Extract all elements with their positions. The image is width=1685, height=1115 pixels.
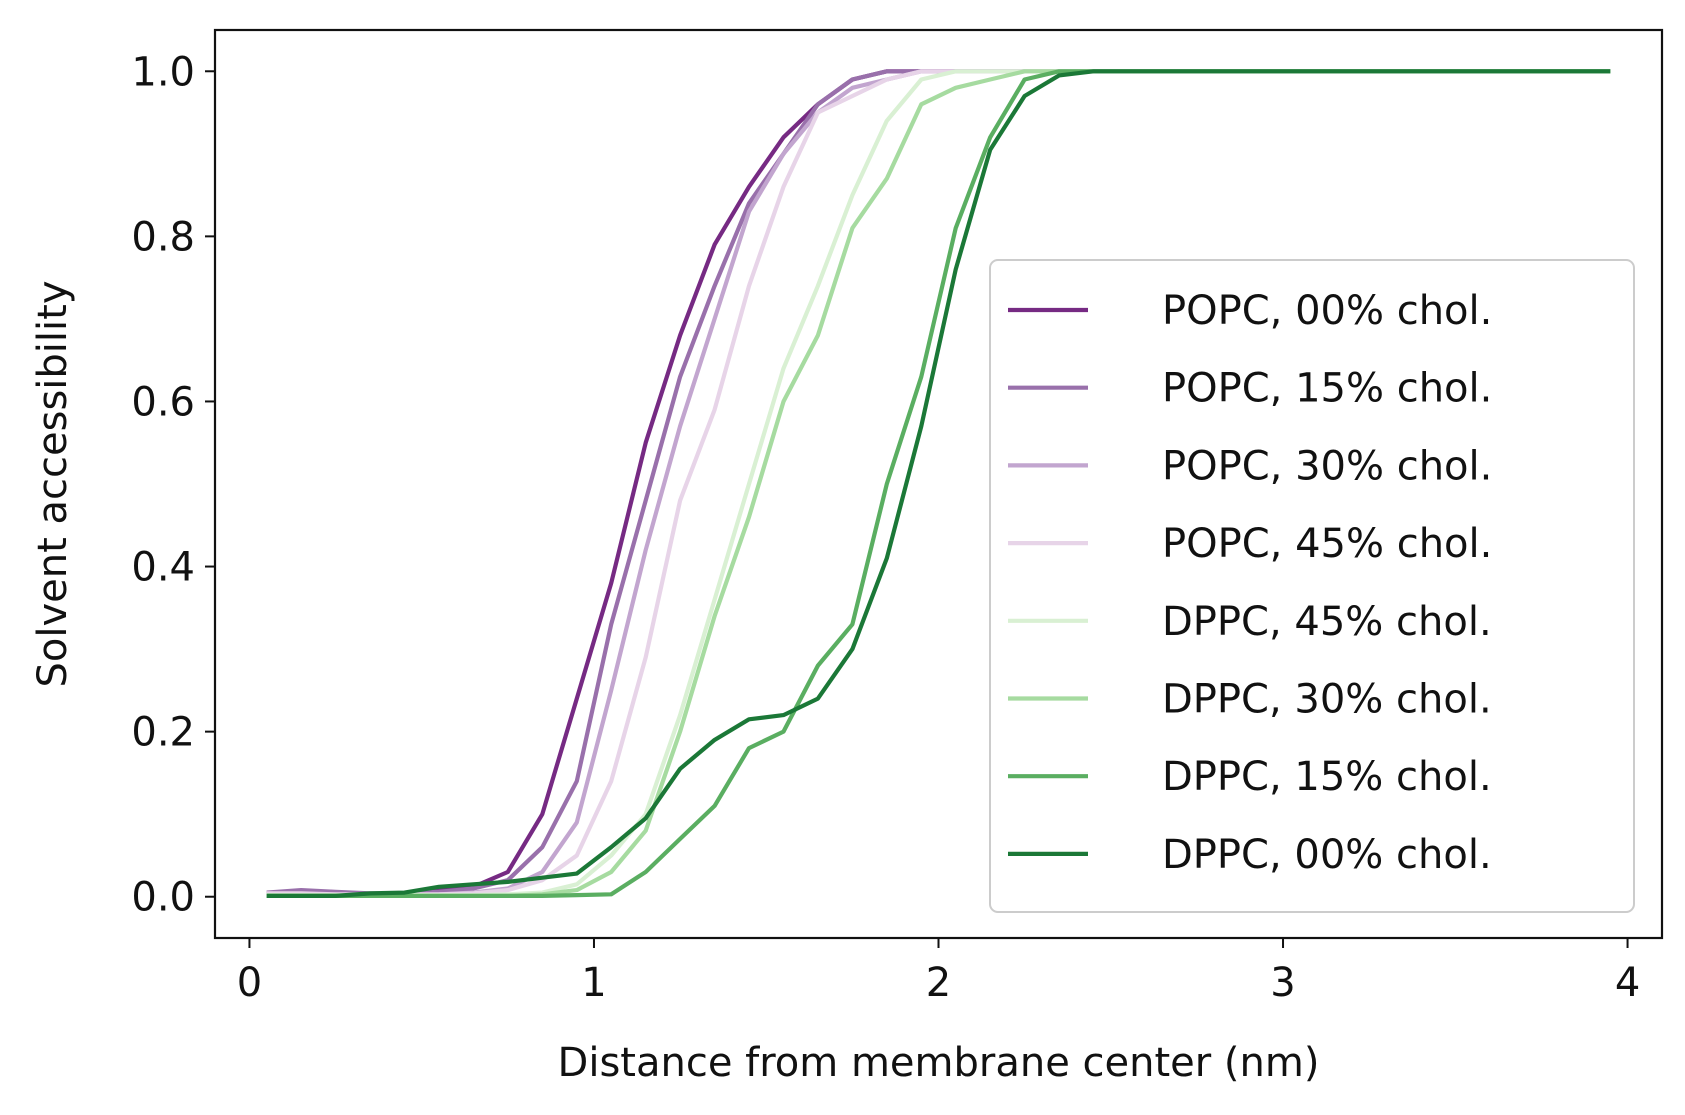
x-tick-label: 2	[926, 960, 951, 1006]
legend-label: DPPC, 00% chol.	[1162, 832, 1492, 878]
legend-label: DPPC, 15% chol.	[1162, 754, 1492, 800]
legend-label: POPC, 30% chol.	[1162, 443, 1492, 489]
x-axis-title: Distance from membrane center (nm)	[558, 1040, 1320, 1086]
x-tick-label: 3	[1270, 960, 1295, 1006]
legend-label: DPPC, 30% chol.	[1162, 677, 1492, 723]
series-line-8	[266, 69, 1611, 899]
y-tick-label: 1.0	[131, 49, 195, 95]
x-tick-label: 0	[237, 960, 262, 1006]
x-tick-label: 1	[581, 960, 606, 1006]
legend-box	[989, 259, 1635, 913]
legend-label: POPC, 15% chol.	[1162, 366, 1492, 412]
legend-label: POPC, 00% chol.	[1162, 288, 1492, 334]
legend-label: POPC, 45% chol.	[1162, 521, 1492, 567]
y-tick-label: 0.0	[131, 875, 195, 921]
x-axis-ticks: 0 1 2 3 4	[237, 938, 1640, 1006]
y-axis-title: Solvent accessibility	[30, 281, 76, 688]
y-tick-label: 0.2	[131, 710, 195, 756]
y-tick-label: 0.6	[131, 379, 195, 425]
y-tick-label: 0.8	[131, 214, 195, 260]
x-tick-label: 4	[1615, 960, 1640, 1006]
y-axis-ticks: 0.0 0.2 0.4 0.6 0.8 1.0	[131, 49, 215, 921]
y-tick-label: 0.4	[131, 545, 195, 591]
series-layer	[266, 69, 1611, 899]
legend: POPC, 00% chol. POPC, 15% chol. POPC, 30% …	[989, 259, 1635, 913]
legend-label: DPPC, 45% chol.	[1162, 599, 1492, 645]
